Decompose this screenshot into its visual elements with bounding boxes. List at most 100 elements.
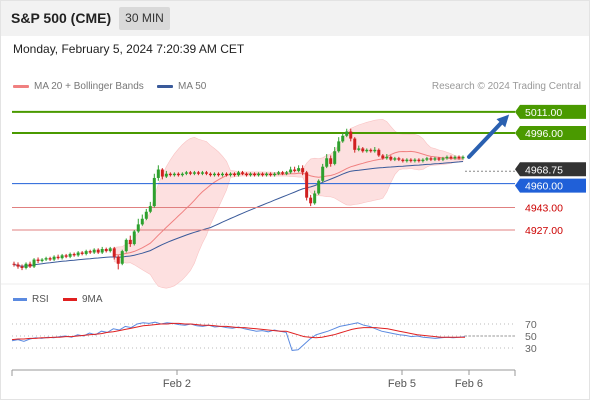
level-label-4943.00: 4943.00 (525, 203, 563, 215)
candle (28, 263, 32, 267)
candle (172, 173, 176, 176)
candle (188, 172, 192, 174)
legend-rsi-label: RSI (32, 294, 49, 305)
candle (192, 172, 196, 174)
level-label-box (515, 104, 586, 119)
candle (128, 239, 132, 245)
candle (301, 168, 305, 173)
candle (180, 173, 184, 176)
candle (289, 169, 293, 173)
candle (148, 206, 152, 212)
candle (253, 173, 257, 176)
candle (52, 256, 56, 260)
candle (441, 158, 445, 160)
candle (16, 264, 20, 267)
rsi-swatch (13, 297, 27, 301)
instrument-title: S&P 500 (CME) (11, 10, 112, 26)
rsi-tick-30: 30 (525, 343, 537, 355)
candle (461, 156, 465, 159)
forecast-arrow-shaft (467, 116, 507, 159)
candle (357, 148, 361, 150)
candle (124, 239, 128, 252)
candle (216, 173, 220, 176)
candle (321, 166, 325, 181)
candle (48, 258, 52, 260)
ma9-swatch (63, 297, 77, 301)
legend-9ma: 9MA (63, 294, 103, 305)
candle (144, 211, 148, 219)
candle (237, 172, 240, 176)
candle (369, 149, 373, 152)
candle (140, 218, 144, 225)
candle (401, 159, 405, 162)
candle (160, 169, 164, 177)
candle (381, 155, 385, 159)
candle (164, 173, 168, 177)
candle (329, 158, 333, 164)
candle (68, 253, 72, 257)
candle (232, 173, 236, 176)
candle (361, 148, 365, 152)
candle (72, 253, 76, 256)
candle (405, 159, 409, 162)
level-label-box (515, 178, 586, 193)
candle (273, 173, 277, 176)
forecast-arrow (467, 114, 510, 159)
candle (88, 251, 92, 253)
candle (212, 173, 216, 176)
time-tick-label: Feb 5 (388, 378, 416, 390)
candle (108, 248, 112, 252)
candle (305, 172, 309, 198)
level-label-4996.00: 4996.00 (525, 128, 563, 140)
candle (317, 180, 321, 194)
legend-ma50-label: MA 50 (178, 81, 207, 92)
level-label-4968.75: 4968.75 (525, 164, 563, 176)
candle (56, 256, 60, 259)
moving-averages (13, 150, 464, 267)
candle (261, 173, 265, 176)
time-tick-label: Feb 2 (163, 378, 191, 390)
candle (132, 231, 136, 245)
candle (76, 252, 80, 256)
candle (417, 159, 421, 162)
candle (373, 149, 377, 152)
candle (20, 266, 24, 268)
level-label-box (515, 162, 586, 177)
candle (96, 249, 100, 253)
candle (313, 193, 317, 204)
candle (457, 156, 461, 159)
candle (285, 172, 289, 174)
timeframe-badge[interactable]: 30 MIN (119, 7, 170, 30)
candle (409, 159, 413, 162)
candle (176, 173, 180, 176)
candle (168, 173, 172, 176)
candlesticks (12, 128, 465, 271)
candle (333, 151, 337, 164)
legend-ma20-bb: MA 20 + Bollinger Bands (13, 81, 144, 92)
candle (277, 172, 281, 174)
ma20-swatch (13, 84, 29, 88)
candle (389, 156, 393, 160)
candle (12, 263, 16, 265)
candle (112, 248, 116, 257)
candle (100, 249, 104, 253)
candle (241, 172, 245, 174)
candle (429, 158, 433, 160)
candle (40, 259, 44, 261)
candle (265, 173, 269, 176)
candle (421, 159, 425, 162)
title-bar: S&P 500 (CME) 30 MIN (0, 0, 590, 36)
candle (413, 159, 417, 162)
candle (257, 173, 261, 176)
candle (24, 263, 28, 268)
ma50-line (13, 161, 464, 267)
candle (425, 158, 429, 160)
candle (377, 149, 381, 156)
candle (200, 172, 204, 174)
candle (220, 173, 224, 176)
candle (196, 172, 200, 174)
legend-ma20-label: MA 20 + Bollinger Bands (34, 81, 144, 92)
rsi-tick-50: 50 (525, 331, 537, 343)
